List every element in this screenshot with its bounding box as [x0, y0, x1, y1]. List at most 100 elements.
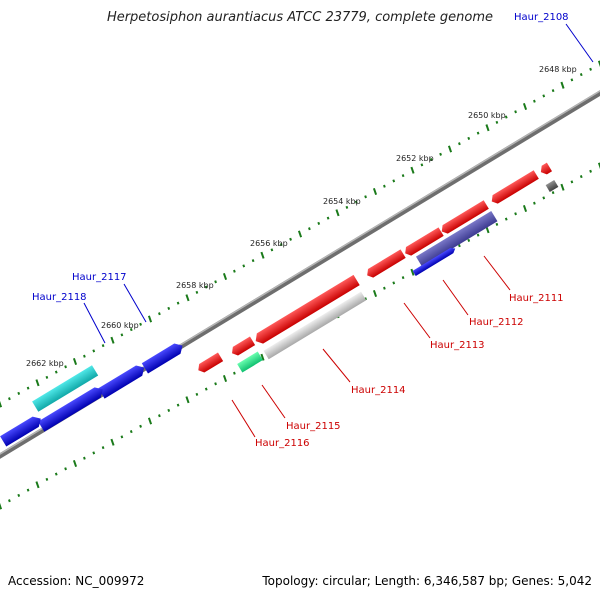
minor-tick	[158, 414, 161, 418]
minor-tick	[17, 391, 21, 395]
gene-gray-small[interactable]	[545, 179, 559, 193]
minor-tick	[495, 222, 499, 226]
gene-label-haur-2112[interactable]: Haur_2112	[469, 317, 524, 328]
minor-tick	[195, 392, 199, 396]
tick-label: 2648 kbp	[539, 65, 577, 74]
minor-tick	[83, 354, 86, 358]
minor-tick	[429, 158, 433, 162]
minor-tick	[364, 297, 367, 301]
minor-tick	[233, 371, 236, 375]
gene-haur-2118-a[interactable]	[98, 362, 147, 399]
gene-label-haur-2113[interactable]: Haur_2113	[430, 340, 485, 351]
minor-tick	[45, 477, 49, 481]
minor-tick	[458, 244, 461, 248]
minor-tick	[345, 205, 349, 209]
gene-left-blue[interactable]	[0, 413, 44, 447]
major-tick	[0, 400, 3, 408]
major-tick	[72, 357, 78, 366]
minor-tick	[64, 467, 67, 471]
major-tick	[110, 336, 115, 344]
minor-tick	[176, 301, 180, 305]
minor-tick	[401, 276, 405, 280]
minor-tick	[383, 286, 386, 290]
minor-tick	[570, 78, 574, 82]
gene-haur-2115-left[interactable]	[229, 336, 256, 358]
minor-tick	[101, 344, 105, 348]
major-tick	[372, 187, 378, 196]
major-tick	[222, 374, 228, 383]
minor-tick	[139, 424, 142, 428]
minor-tick	[401, 174, 405, 178]
gene-haur-2115[interactable]	[237, 351, 263, 373]
major-tick	[260, 251, 265, 259]
minor-tick	[45, 375, 49, 379]
gene-haur-2117[interactable]	[141, 340, 186, 374]
gene-haur-2109[interactable]	[538, 162, 553, 177]
gene-cyan[interactable]	[32, 365, 99, 412]
gene-haur-2112[interactable]	[403, 227, 444, 257]
gene-label-haur-2118[interactable]: Haur_2118	[32, 292, 87, 303]
major-tick	[147, 417, 153, 425]
gene-haur-2111[interactable]	[439, 200, 489, 235]
major-tick	[372, 289, 378, 298]
minor-tick	[167, 408, 171, 412]
minor-tick	[579, 73, 583, 77]
gene-haur-2113[interactable]	[365, 249, 406, 279]
leader-lines	[83, 23, 594, 438]
minor-tick	[54, 472, 58, 476]
minor-tick	[101, 446, 105, 450]
gene-haur-2116[interactable]	[196, 352, 224, 375]
minor-tick	[514, 110, 517, 114]
tick-label: 2654 kbp	[323, 197, 361, 206]
gene-haur-2110[interactable]	[489, 170, 539, 205]
minor-tick	[204, 285, 208, 289]
minor-tick	[504, 217, 508, 221]
minor-tick	[579, 175, 583, 179]
genes-reverse-band	[196, 162, 559, 375]
major-tick	[222, 272, 228, 281]
major-tick	[597, 60, 600, 68]
gene-label-haur-2114[interactable]: Haur_2114	[351, 385, 406, 396]
gene-labels: Haur_2108 Haur_2111 Haur_2112 Haur_2113 …	[32, 12, 569, 449]
minor-tick	[8, 397, 11, 401]
genome-stats-text: Topology: circular; Length: 6,346,587 bp…	[262, 574, 592, 588]
tick-label: 2660 kbp	[101, 321, 139, 330]
gene-label-haur-2117[interactable]: Haur_2117	[72, 272, 127, 283]
gene-haur-2114[interactable]	[253, 274, 360, 346]
major-tick	[35, 481, 40, 489]
tick-row-upper	[0, 60, 600, 408]
major-tick	[185, 396, 190, 404]
minor-tick	[120, 435, 124, 439]
minor-tick	[139, 322, 142, 326]
minor-tick	[420, 163, 424, 167]
gene-haur-2112-blue[interactable]	[412, 246, 457, 276]
minor-tick	[476, 233, 480, 237]
minor-tick	[120, 333, 124, 337]
tick-label: 2656 kbp	[250, 239, 288, 248]
accession-text: Accession: NC_009972	[8, 574, 145, 588]
gene-label-haur-2116[interactable]: Haur_2116	[255, 438, 310, 449]
minor-tick	[317, 221, 321, 225]
minor-tick	[158, 312, 161, 316]
gene-haur-2112-purple[interactable]	[415, 211, 498, 267]
minor-tick	[92, 349, 96, 353]
major-tick	[72, 459, 78, 468]
tick-label: 2658 kbp	[176, 281, 214, 290]
minor-tick	[129, 430, 133, 434]
gene-label-haur-2111[interactable]: Haur_2111	[509, 293, 564, 304]
minor-tick	[392, 281, 396, 285]
minor-tick	[214, 382, 217, 386]
genome-title: Herpetosiphon aurantiacus ATCC 23779, co…	[106, 10, 494, 25]
minor-tick	[92, 451, 96, 455]
major-tick	[597, 162, 600, 170]
gene-haur-2114-pseudo[interactable]	[263, 291, 367, 360]
minor-tick	[589, 67, 592, 71]
minor-tick	[270, 248, 274, 252]
gene-label-haur-2115[interactable]: Haur_2115	[286, 421, 341, 432]
minor-tick	[279, 243, 283, 247]
tick-label: 2652 kbp	[396, 154, 434, 163]
gene-haur-2118-b[interactable]	[38, 384, 106, 432]
gene-label-haur-2108[interactable]: Haur_2108	[514, 12, 569, 23]
major-tick	[410, 268, 415, 276]
